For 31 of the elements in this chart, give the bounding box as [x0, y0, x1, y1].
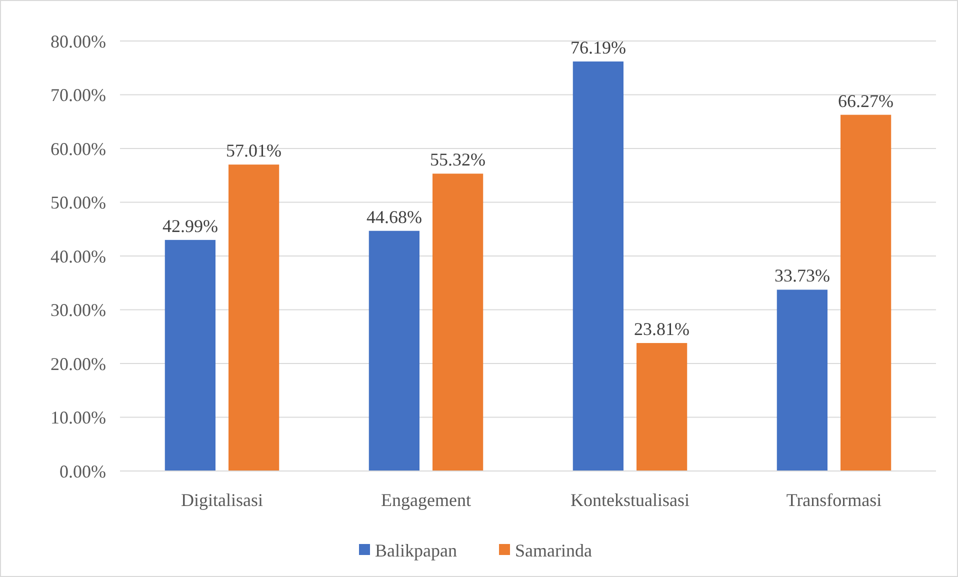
legend-label: Balikpapan — [375, 540, 457, 560]
bar — [368, 230, 420, 471]
y-tick-label: 50.00% — [50, 192, 106, 213]
x-tick-label: Digitalisasi — [181, 490, 263, 510]
x-tick-label: Transformasi — [786, 490, 882, 510]
data-label: 57.01% — [226, 140, 282, 161]
bar — [636, 343, 688, 471]
data-label: 76.19% — [570, 37, 626, 58]
data-label: 42.99% — [162, 216, 218, 236]
data-label: 33.73% — [774, 266, 830, 286]
x-tick-label: Kontekstualisasi — [570, 490, 690, 510]
y-tick-label: 40.00% — [50, 246, 106, 266]
y-tick-label: 30.00% — [50, 300, 106, 320]
data-label: 66.27% — [838, 90, 894, 111]
data-label: 55.32% — [430, 150, 486, 170]
bar — [432, 174, 484, 471]
y-tick-label: 0.00% — [60, 461, 106, 482]
bar — [572, 61, 624, 471]
bar — [776, 290, 828, 471]
bar — [164, 240, 216, 471]
x-tick-label: Engagement — [381, 490, 471, 510]
bar — [228, 164, 280, 471]
legend-label: Samarinda — [515, 540, 592, 560]
y-tick-label: 70.00% — [50, 85, 106, 106]
bar — [840, 114, 892, 471]
y-tick-label: 60.00% — [50, 138, 106, 159]
y-tick-label: 10.00% — [50, 408, 106, 428]
y-tick-label: 20.00% — [50, 354, 106, 374]
y-tick-label: 80.00% — [50, 31, 106, 52]
data-label: 23.81% — [634, 319, 690, 340]
data-label: 44.68% — [366, 206, 422, 227]
